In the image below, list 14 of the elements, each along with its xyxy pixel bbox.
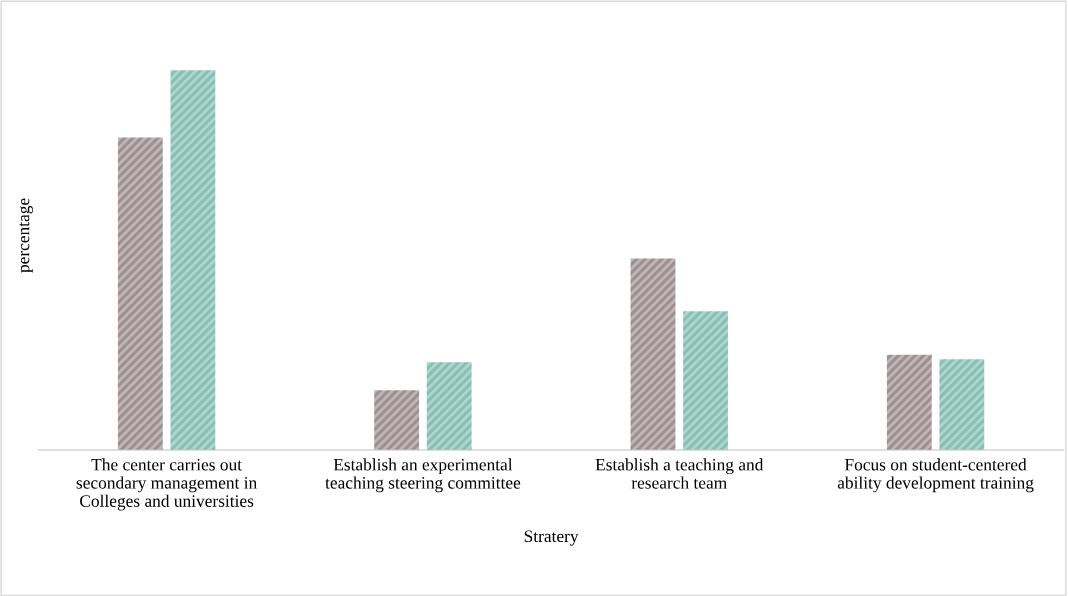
y-axis-title: percentage [19, 198, 33, 273]
bar [886, 354, 932, 450]
x-tick-label: Establish an experimental teaching steering committee [325, 458, 521, 493]
x-tick-label: Focus on student-centered ability development training [837, 458, 1034, 493]
bar [630, 258, 676, 450]
bar [374, 390, 420, 450]
bar [426, 362, 472, 450]
x-tick-label: The center carries out secondary management in Colleges and universities [76, 458, 257, 511]
bar [170, 70, 216, 450]
x-axis-title: Stratery [524, 530, 579, 546]
x-tick-label: Establish a teaching and research team [595, 458, 764, 489]
bar [117, 137, 163, 450]
bar [939, 359, 985, 450]
bar [683, 311, 728, 450]
